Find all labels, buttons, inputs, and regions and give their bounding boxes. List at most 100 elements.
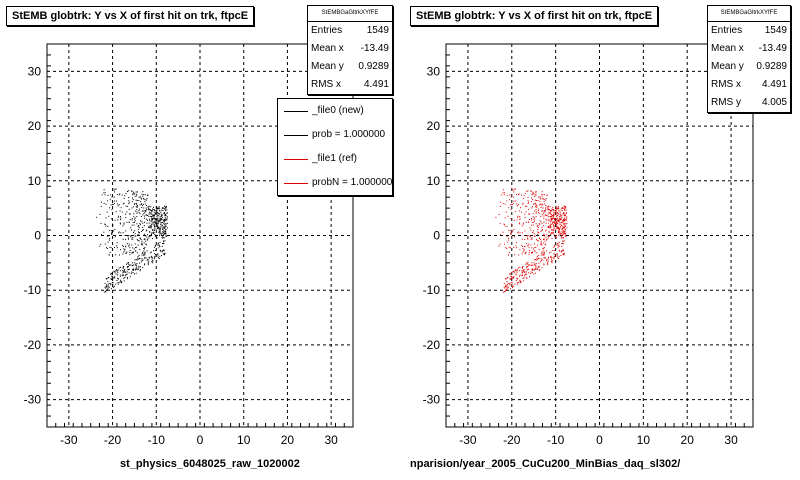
scatter-point [533,193,535,195]
scatter-point [564,213,566,215]
scatter-point [131,207,133,209]
scatter-point [150,256,152,258]
scatter-point [161,217,163,219]
scatter-point [163,207,165,209]
scatter-point [155,254,157,256]
scatter-point [561,226,563,228]
scatter-point [554,219,556,221]
scatter-point [130,272,132,274]
footer-filename-left: st_physics_6048025_raw_1020002 [120,458,300,470]
scatter-point [540,244,542,246]
scatter-point [163,223,165,225]
scatter-point [148,213,150,215]
scatter-point [525,251,527,253]
scatter-point [544,240,546,242]
scatter-point [96,216,98,218]
scatter-point [147,219,148,221]
scatter-point [546,215,548,216]
scatter-point [129,213,131,215]
scatter-point [539,239,541,240]
scatter-point [543,257,545,259]
scatter-point [510,233,512,235]
scatter-point [152,208,154,210]
scatter-point [107,225,109,227]
y-tick-label: 0 [34,229,41,243]
scatter-point [534,210,536,212]
scatter-point [156,209,158,211]
scatter-point [538,270,540,272]
scatter-point [140,269,141,271]
scatter-point [550,219,552,221]
scatter-point [157,207,158,209]
scatter-point [156,222,157,224]
scatter-point [554,254,556,256]
scatter-point [109,230,111,231]
scatter-point [541,205,543,207]
scatter-point [519,275,520,277]
scatter-point [155,223,157,224]
scatter-point [154,253,156,255]
stats-name: StEMBGaGltrkXYfFE [708,6,790,22]
scatter-point [510,209,512,211]
scatter-point [127,266,129,268]
scatter-point [547,236,549,238]
scatter-point [150,226,152,228]
scatter-point [509,194,511,196]
scatter-point [556,218,558,220]
scatter-point [117,205,119,207]
scatter-point [165,228,167,230]
scatter-point [555,234,557,236]
scatter-point [152,222,154,224]
scatter-point [527,235,529,236]
scatter-point [166,209,168,211]
scatter-point [556,207,558,209]
scatter-point [154,245,156,247]
scatter-point [164,223,166,225]
scatter-point [108,237,110,239]
scatter-point [135,205,137,207]
scatter-point [559,221,561,223]
scatter-point [133,203,135,205]
scatter-point [124,270,126,272]
scatter-point [565,206,567,208]
scatter-point [166,212,168,214]
scatter-point [127,191,128,192]
scatter-point [531,252,533,254]
scatter-point [531,197,533,199]
scatter-point [543,253,545,255]
scatter-point [128,245,130,247]
scatter-point [548,225,550,227]
scatter-point [516,247,518,249]
scatter-point [111,233,113,235]
scatter-point [125,205,127,207]
scatter-point [152,209,154,211]
scatter-point [152,221,154,223]
scatter-point [142,244,144,246]
scatter-point [110,284,112,286]
scatter-point [538,249,540,251]
scatter-point [555,221,557,223]
y-tick-label: 20 [28,119,42,133]
scatter-point [506,281,508,283]
scatter-point [562,237,564,238]
scatter-point [511,276,513,278]
scatter-point [527,245,529,247]
scatter-point [115,270,117,272]
scatter-point [143,213,145,215]
stats-box-right: StEMBGaGltrkXYfFE Entries 1549 Mean x -13.… [707,5,791,113]
scatter-point [150,221,152,223]
scatter-point [123,198,125,200]
stats-label: Mean x [711,43,744,54]
scatter-point [125,193,127,194]
scatter-point [106,247,107,249]
scatter-point [116,247,118,249]
scatter-point [117,272,119,274]
scatter-point [158,232,160,233]
scatter-point [107,247,108,249]
scatter-point [116,242,118,244]
stats-value: 0.9289 [358,61,389,72]
scatter-point [146,214,148,216]
scatter-point [149,230,151,232]
scatter-point [565,209,567,211]
scatter-point [164,240,166,242]
